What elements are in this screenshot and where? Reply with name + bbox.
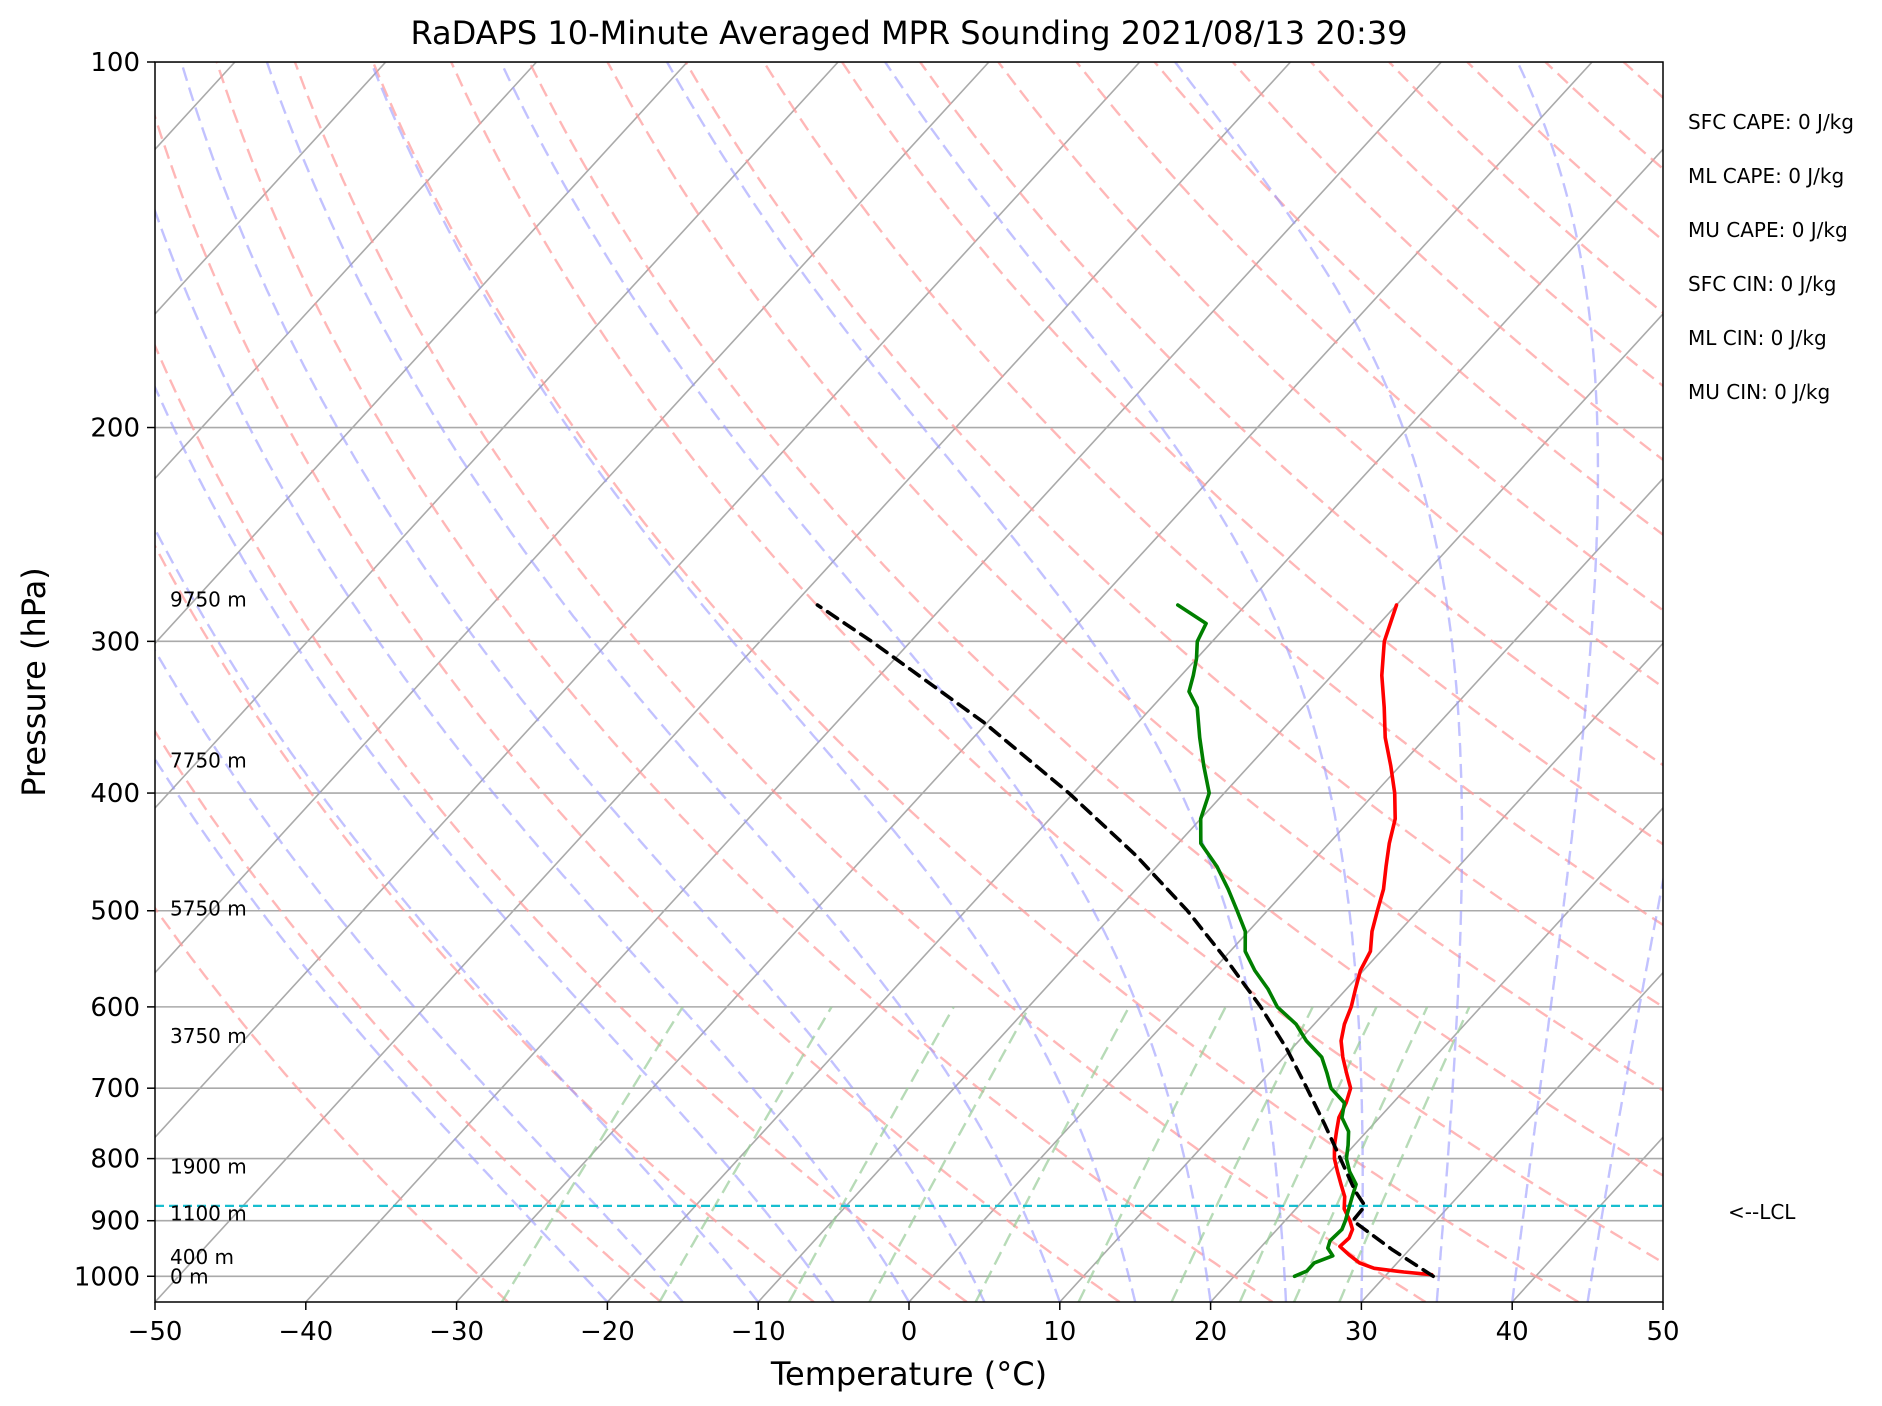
moist-adiabat-line bbox=[155, 526, 760, 1302]
isotherm-line bbox=[155, 62, 990, 974]
moist-adiabat-line bbox=[155, 207, 911, 1302]
dry-adiabat-line bbox=[215, 62, 1274, 1302]
height-label: 7750 m bbox=[170, 748, 247, 772]
temperature-profile-line bbox=[1332, 603, 1434, 1277]
isotherm-line bbox=[155, 62, 387, 316]
mixing-ratio-line bbox=[868, 1006, 1031, 1302]
height-label: 9750 m bbox=[170, 587, 247, 611]
lcl-label: <--LCL bbox=[1728, 1200, 1796, 1224]
x-axis-label: Temperature (°C) bbox=[770, 1355, 1047, 1393]
moist-adiabat-line bbox=[155, 384, 835, 1302]
y-tick-label: 500 bbox=[90, 897, 140, 927]
dry-adiabat-line bbox=[293, 62, 1427, 1302]
moist-adiabat-line bbox=[1586, 874, 1663, 1302]
isotherm-line bbox=[606, 148, 1663, 1302]
dry-adiabat-line bbox=[155, 543, 815, 1302]
height-label: 1100 m bbox=[170, 1202, 247, 1226]
sounding-index-label: MU CAPE: 0 J/kg bbox=[1688, 218, 1848, 242]
height-label: 1900 m bbox=[170, 1154, 247, 1178]
dry-adiabat-line bbox=[155, 342, 968, 1302]
isotherm-line bbox=[1360, 971, 1663, 1302]
mixing-ratio-line bbox=[787, 1006, 955, 1302]
y-tick-label: 200 bbox=[90, 414, 140, 444]
chart-title: RaDAPS 10-Minute Averaged MPR Sounding 2… bbox=[410, 14, 1407, 52]
y-tick-label: 900 bbox=[90, 1207, 140, 1237]
height-label: 5750 m bbox=[170, 897, 247, 921]
mixing-ratio-line bbox=[974, 1006, 1131, 1302]
x-tick-label: −50 bbox=[128, 1317, 183, 1347]
mixing-ratio-line bbox=[1170, 1006, 1314, 1302]
moist-adiabat-line bbox=[265, 62, 1061, 1302]
dry-adiabat-line bbox=[450, 62, 1663, 1264]
dry-adiabat-line bbox=[762, 62, 1663, 927]
mixing-ratio-line bbox=[500, 1006, 684, 1302]
dry-adiabat-line bbox=[528, 62, 1663, 1177]
height-label: 0 m bbox=[170, 1264, 209, 1288]
background-lines bbox=[155, 62, 1663, 1302]
isotherm-line bbox=[908, 477, 1663, 1302]
y-tick-label: 400 bbox=[90, 779, 140, 809]
height-label: 3750 m bbox=[170, 1024, 247, 1048]
moist-adiabat-line bbox=[1511, 62, 1600, 1302]
isotherm-line bbox=[155, 62, 538, 480]
moist-adiabat-line bbox=[1174, 62, 1464, 1302]
dry-adiabat-line bbox=[606, 62, 1663, 1092]
y-tick-label: 1000 bbox=[74, 1262, 140, 1292]
sounding-index-label: MU CIN: 0 J/kg bbox=[1688, 380, 1830, 404]
sounding-index-label: ML CAPE: 0 J/kg bbox=[1688, 164, 1844, 188]
dry-adiabat-line bbox=[919, 62, 1663, 767]
x-tick-label: 20 bbox=[1194, 1317, 1227, 1347]
x-tick-label: 30 bbox=[1345, 1317, 1378, 1347]
x-tick-label: 50 bbox=[1646, 1317, 1679, 1347]
y-axis-label: Pressure (hPa) bbox=[15, 567, 53, 797]
mixing-ratio-line bbox=[1338, 1006, 1471, 1302]
sounding-index-label: ML CIN: 0 J/kg bbox=[1688, 326, 1827, 350]
isotherm-line bbox=[1059, 642, 1663, 1302]
dry-adiabat-line bbox=[841, 62, 1663, 846]
data-lines bbox=[155, 603, 1663, 1279]
y-tick-label: 800 bbox=[90, 1145, 140, 1175]
moist-adiabat-line bbox=[499, 62, 1212, 1302]
y-tick-label: 700 bbox=[90, 1074, 140, 1104]
y-tick-label: 300 bbox=[90, 627, 140, 657]
isotherm-line bbox=[456, 62, 1593, 1302]
moist-adiabat-line bbox=[180, 62, 986, 1302]
x-tick-label: −30 bbox=[429, 1317, 484, 1347]
sounding-index-label: SFC CAPE: 0 J/kg bbox=[1688, 110, 1854, 134]
parcel-profile-line bbox=[815, 603, 1435, 1279]
dewpoint-profile-line bbox=[1176, 603, 1358, 1279]
sounding-index-label: SFC CIN: 0 J/kg bbox=[1688, 272, 1836, 296]
x-tick-label: −10 bbox=[731, 1317, 786, 1347]
dry-adiabat-line bbox=[155, 729, 662, 1302]
moist-adiabat-line bbox=[155, 648, 684, 1302]
dry-adiabat-line bbox=[155, 113, 1121, 1302]
mixing-ratio-line bbox=[1077, 1006, 1227, 1302]
x-tick-label: 0 bbox=[901, 1317, 918, 1347]
moist-adiabat-line bbox=[369, 62, 1137, 1302]
moist-adiabat-line bbox=[155, 756, 609, 1302]
isotherm-line bbox=[155, 62, 688, 645]
y-tick-label: 600 bbox=[90, 993, 140, 1023]
axis-ticks: −50 −40 −30 −20 −10 0 10 20 30 40 50 100 200 300 400 50… bbox=[74, 48, 1680, 1347]
isotherm-line bbox=[1210, 806, 1663, 1302]
x-tick-label: 10 bbox=[1043, 1317, 1076, 1347]
dry-adiabat-line bbox=[684, 62, 1663, 1009]
height-label: 400 m bbox=[170, 1245, 234, 1269]
isotherm-line bbox=[155, 62, 1141, 1139]
x-tick-label: −40 bbox=[278, 1317, 333, 1347]
isotherm-line bbox=[155, 62, 1292, 1302]
isotherm-line bbox=[757, 312, 1663, 1302]
y-tick-label: 100 bbox=[90, 48, 140, 78]
dry-adiabat-line bbox=[997, 62, 1663, 689]
x-tick-label: 40 bbox=[1496, 1317, 1529, 1347]
mixing-ratio-line bbox=[658, 1006, 833, 1302]
x-tick-label: −20 bbox=[580, 1317, 635, 1347]
